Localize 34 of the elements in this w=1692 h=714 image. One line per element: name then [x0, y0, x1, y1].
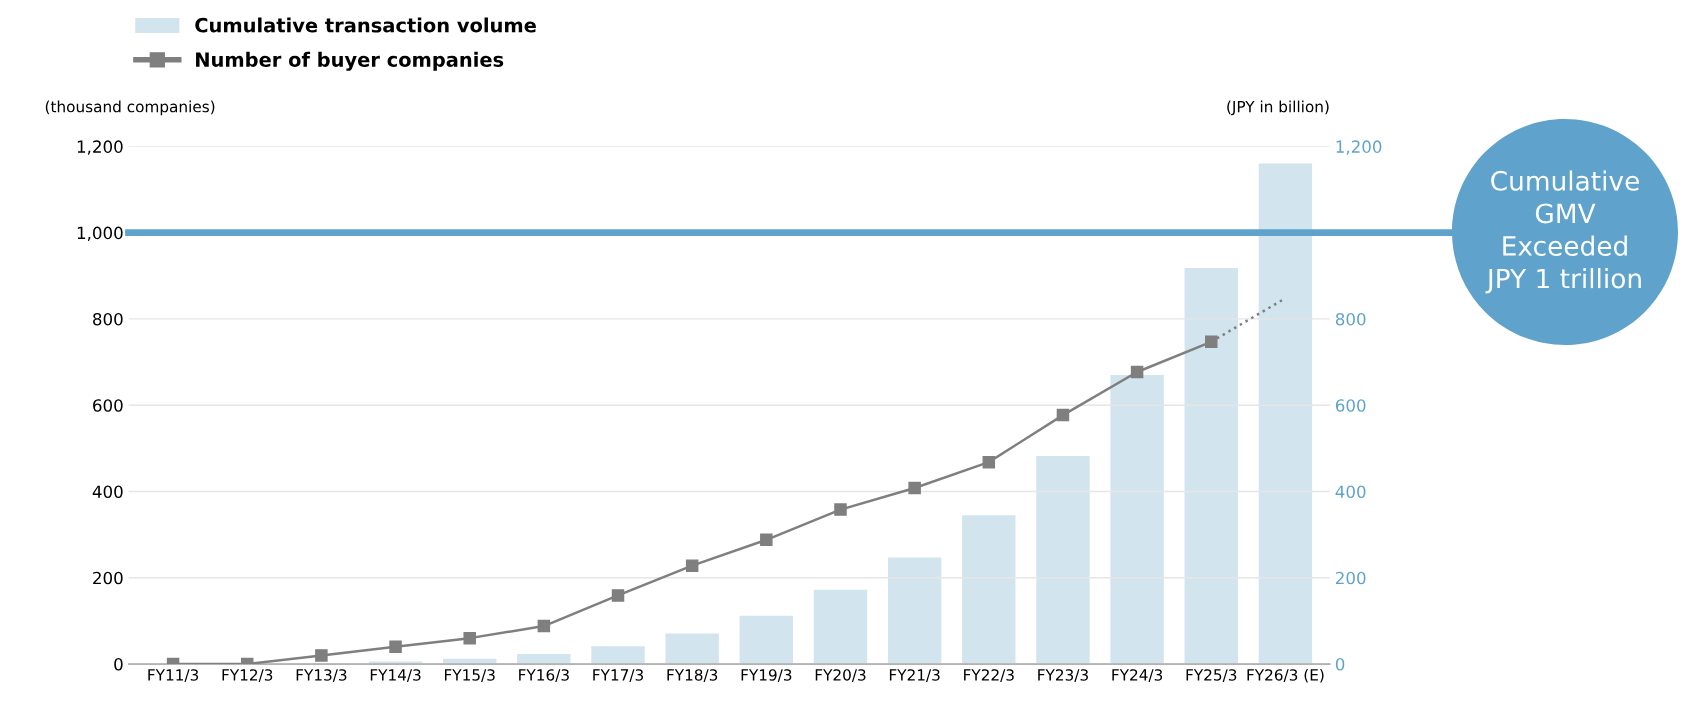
x-tick-label: FY22/3	[964, 669, 1014, 682]
y-tick-label: 200	[93, 571, 123, 585]
y-tick-label: 1,000	[77, 226, 123, 241]
y-axis-title: (thousand companies)	[45, 100, 215, 116]
text: Cumulative GMV Exceeded JPY 1 trillion	[1485, 170, 1641, 294]
y2-tick-label: 400	[1335, 485, 1366, 499]
x-tick-label: FY18/3	[667, 669, 718, 682]
x-tick-label: FY20/3	[815, 669, 866, 682]
y2-tick-label: 600	[1335, 399, 1366, 412]
legend-label: Number of buyer companies	[196, 51, 504, 71]
x-tick-label: FY16/3	[519, 669, 569, 682]
y2-tick-label: 0	[1335, 657, 1345, 671]
x-tick-label: FY23/3	[1038, 669, 1088, 682]
x-tick-label: FY15/3	[444, 669, 495, 682]
x-tick-label: FY12/3	[222, 669, 273, 682]
y-tick-label: 800	[93, 312, 123, 326]
y-tick-label: 0	[114, 657, 123, 671]
legend-label: Cumulative transaction volume	[195, 17, 536, 33]
x-tick-label: FY14/3	[370, 669, 421, 682]
x-tick-label: FY19/3	[741, 669, 792, 682]
y2-tick-label: 1,200	[1336, 140, 1382, 155]
x-tick-label: FY24/3	[1112, 669, 1163, 682]
y-tick-label: 400	[92, 485, 123, 499]
x-tick-label: FY25/3	[1186, 669, 1237, 682]
y2-axis-title: (JPY in billion)	[1227, 100, 1329, 116]
y-tick-label: 1,200	[77, 140, 123, 155]
x-tick-label: FY11/3	[148, 669, 199, 682]
y2-tick-label: 800	[1335, 312, 1366, 326]
y-tick-label: 600	[93, 399, 123, 412]
x-tick-label: FY21/3	[889, 669, 940, 682]
x-tick-label: FY26/3 (E)	[1247, 668, 1324, 683]
x-tick-label: FY13/3	[296, 669, 347, 682]
y2-tick-label: 200	[1335, 571, 1366, 585]
x-tick-label: FY17/3	[593, 669, 644, 682]
